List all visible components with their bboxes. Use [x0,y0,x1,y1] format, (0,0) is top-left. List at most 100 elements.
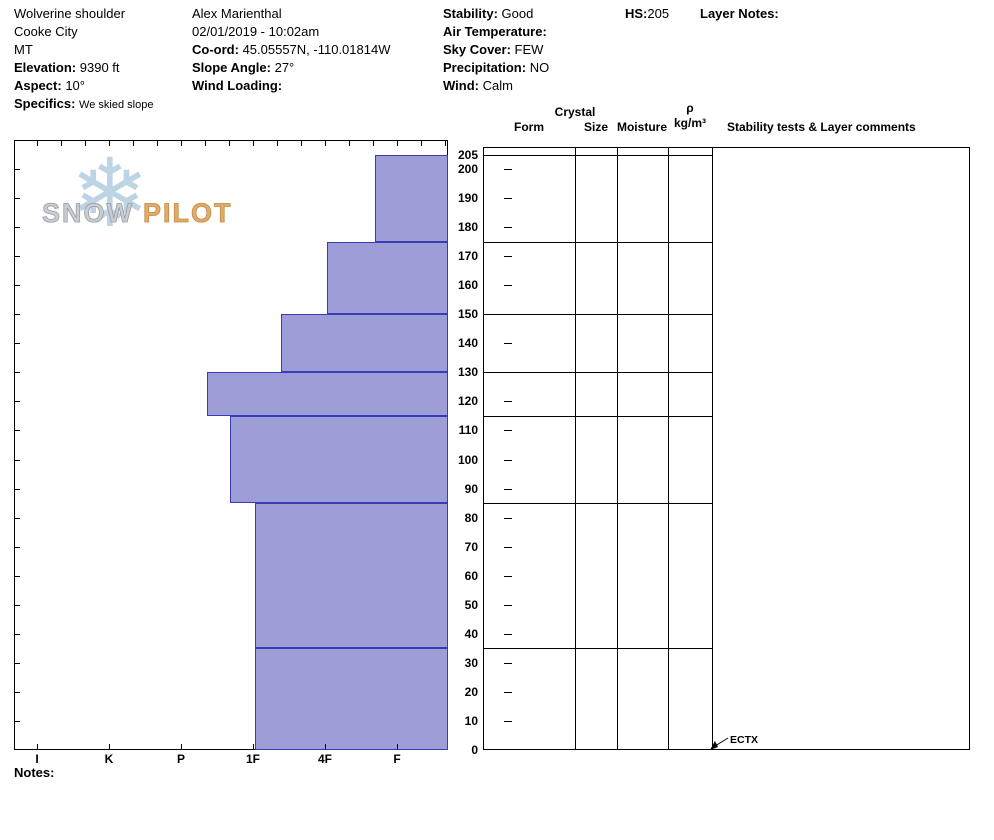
depth-axis-label: 80 [464,510,478,525]
header-observer-column: Alex Marienthal 02/01/2019 - 10:02am Co-… [192,5,390,95]
chart-depth-tick [15,546,20,548]
depth-axis-label: 20 [464,684,478,699]
depth-axis-label: 40 [464,626,478,641]
aspect-row: Aspect: 10° [14,77,153,95]
aspect-label: Aspect: [14,78,62,93]
wind-value: Calm [482,78,513,93]
depth-axis-label: 150 [457,307,478,322]
depth-axis-label: 120 [457,394,478,409]
depth-axis-label: 30 [464,655,478,670]
chart-depth-tick [15,343,20,345]
chart-top-tick [157,141,158,146]
form-header: Form [514,120,544,134]
air-temperature-row: Air Temperature: [443,23,549,41]
stability-label: Stability: [443,6,498,21]
table-depth-tick [504,546,512,548]
table-depth-tick [504,517,512,519]
table-depth-tick [504,343,512,345]
hardness-bar-layer-5 [229,415,448,504]
chart-top-tick [181,141,182,146]
logo-text-pilot: PILOT [143,198,233,229]
header-conditions-column: Stability: Good Air Temperature: Sky Cov… [443,5,549,95]
table-column-divider-form-size [575,147,576,750]
depth-axis-label: 50 [464,597,478,612]
stability-value: Good [501,6,534,21]
table-layer-boundary-line [483,503,712,505]
chart-top-tick [445,141,446,146]
table-layer-boundary-line [483,241,712,243]
comments-header: Stability tests & Layer comments [727,120,916,134]
chart-depth-tick [15,691,20,693]
chart-top-tick [277,141,278,146]
stability-row: Stability: Good [443,5,549,23]
chart-bottom-tick [397,744,398,749]
table-column-divider-moisture-density [668,147,669,750]
chart-depth-tick [15,169,20,171]
chart-depth-tick [15,372,20,374]
depth-axis-label: 180 [457,220,478,235]
hardness-axis-label: K [104,752,114,766]
depth-axis-label: 170 [457,249,478,264]
sky-cover-label: Sky Cover: [443,42,511,57]
chart-top-tick [301,141,302,146]
hardness-bar-layer-1 [374,154,448,242]
chart-depth-tick [15,604,20,606]
table-depth-tick [504,430,512,432]
coord-row: Co-ord: 45.05557N, -110.01814W [192,41,390,59]
elevation-label: Elevation: [14,60,77,75]
precipitation-row: Precipitation: NO [443,59,549,77]
table-depth-tick [504,691,512,693]
elevation-value: 9390 ft [79,60,120,75]
chart-top-tick [373,141,374,146]
chart-depth-tick [15,198,20,200]
hardness-axis-label: 4F [317,752,332,766]
snowpilot-logo: ❄ SNOW PILOT [40,144,270,280]
sky-cover-value: FEW [514,42,544,57]
layer-notes-label: Layer Notes: [700,6,779,21]
pit-city: Cooke City [14,24,78,39]
depth-axis-label: 70 [464,539,478,554]
wind-row: Wind: Calm [443,77,549,95]
hardness-bar-layer-6 [255,503,448,649]
chart-depth-tick [15,314,20,316]
depth-axis-label: 0 [471,743,478,757]
notes-label: Notes: [14,765,55,780]
moisture-header: Moisture [616,120,667,134]
chart-depth-tick [15,430,20,432]
chart-top-tick [421,141,422,146]
hardness-bar-layer-4 [206,372,448,416]
table-layer-boundary-line [483,648,712,650]
coord-value: 45.05557N, -110.01814W [242,42,391,57]
table-depth-tick [504,575,512,577]
elevation-row: Elevation: 9390 ft [14,59,153,77]
table-depth-tick [504,720,512,722]
chart-bottom-tick [325,744,326,749]
ectx-arrow-icon [710,737,729,750]
density-rho-header: ρ [686,101,694,115]
chart-top-tick [397,141,398,146]
chart-bottom-tick [109,744,110,749]
chart-top-tick [85,141,86,146]
table-depth-tick [504,662,512,664]
hs-row: HS:205 [625,5,669,23]
table-depth-tick [504,459,512,461]
table-depth-tick [504,198,512,200]
table-depth-tick [504,256,512,258]
depth-axis-label: 205 [457,147,478,162]
table-layer-boundary-line [483,314,712,316]
chart-top-tick [37,141,38,146]
hardness-axis-label: F [393,752,401,766]
header-location-column: Wolverine shoulder Cooke City MT Elevati… [14,5,153,114]
hardness-axis-label: 1F [245,752,260,766]
depth-axis-label: 90 [464,481,478,496]
chart-depth-tick [15,459,20,461]
slope-angle-row: Slope Angle: 27° [192,59,390,77]
chart-depth-tick [15,488,20,490]
chart-depth-tick [15,517,20,519]
depth-axis-label: 160 [457,278,478,293]
depth-axis-label: 130 [457,365,478,380]
hardness-axis-label: P [176,752,185,766]
chart-top-tick [133,141,134,146]
table-layer-boundary-line [483,154,712,156]
depth-axis-label: 100 [457,452,478,467]
